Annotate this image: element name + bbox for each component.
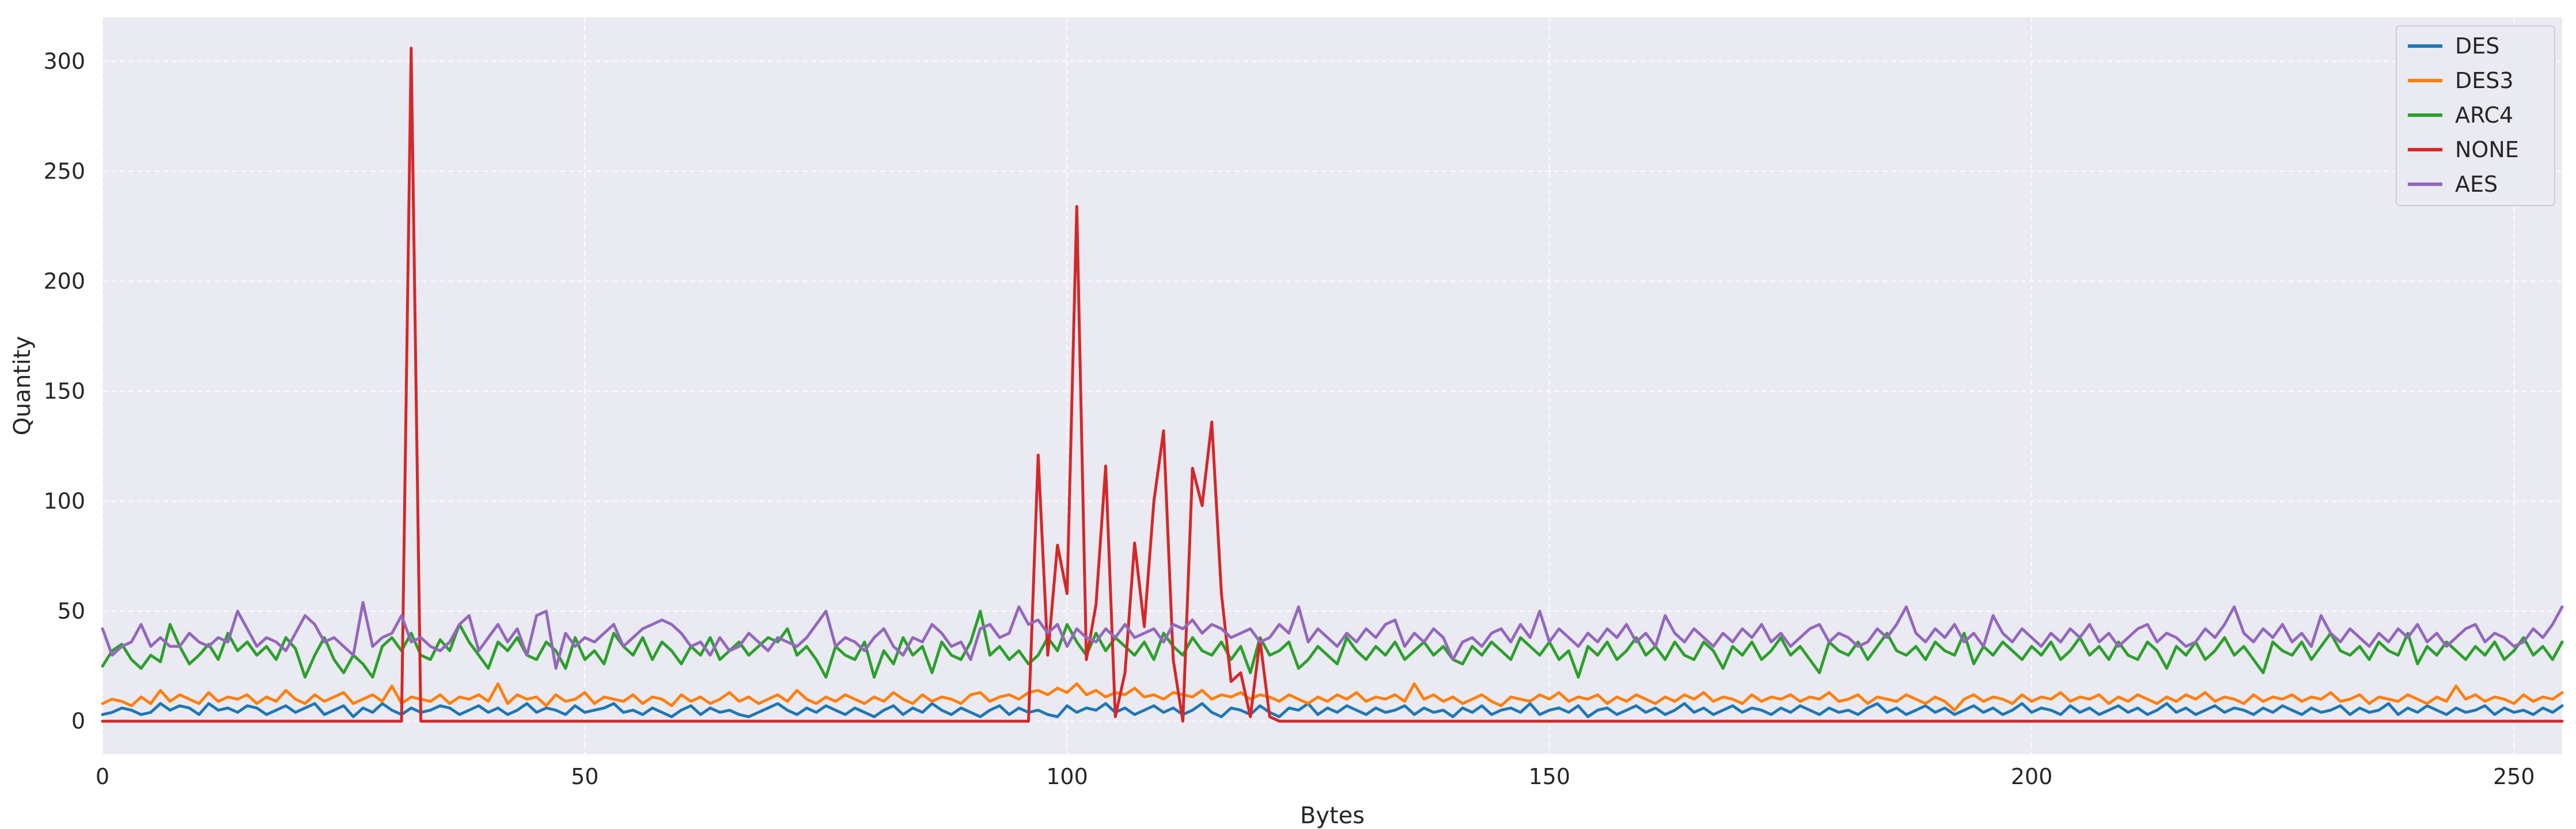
legend-label-arc4: ARC4 — [2455, 102, 2513, 128]
y-tick-label: 100 — [43, 489, 85, 514]
x-tick-label: 50 — [571, 764, 598, 789]
x-tick-label: 100 — [1046, 764, 1088, 789]
x-tick-labels: 0 50 100 150 200 250 — [96, 764, 2535, 789]
legend-box — [2396, 25, 2555, 206]
y-tick-label: 50 — [58, 599, 85, 624]
y-tick-label: 300 — [43, 48, 85, 74]
legend-label-des3: DES3 — [2455, 68, 2514, 93]
y-tick-label: 0 — [71, 709, 85, 734]
legend-label-aes: AES — [2455, 172, 2498, 197]
series-lines — [101, 47, 2564, 723]
legend-label-des: DES — [2455, 33, 2499, 59]
legend: DES DES3 ARC4 NONE AES — [2396, 25, 2555, 206]
x-tick-label: 150 — [1528, 764, 1570, 789]
y-tick-labels: 0 50 100 150 200 250 300 — [43, 48, 85, 733]
series-line-arc4 — [101, 610, 2564, 679]
x-tick-label: 250 — [2493, 764, 2535, 789]
x-axis-label: Bytes — [1300, 803, 1365, 829]
series-line-des3 — [101, 682, 2564, 712]
y-tick-label: 150 — [43, 379, 85, 404]
y-axis-label: Quantity — [9, 336, 36, 436]
series-line-aes — [101, 600, 2564, 670]
legend-label-none: NONE — [2455, 137, 2519, 162]
x-tick-label: 200 — [2011, 764, 2053, 789]
y-tick-label: 250 — [43, 158, 85, 184]
grid — [102, 17, 2562, 754]
series-line-none — [101, 47, 2564, 723]
y-tick-label: 200 — [43, 269, 85, 294]
x-tick-label: 0 — [96, 764, 109, 789]
series-line-des — [101, 702, 2564, 718]
